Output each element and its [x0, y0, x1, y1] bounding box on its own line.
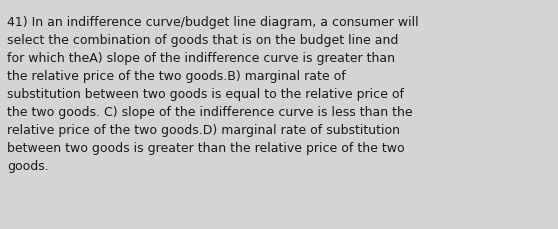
Text: 41) In an indifference curve/budget line diagram, a consumer will
select the com: 41) In an indifference curve/budget line…: [7, 16, 419, 172]
